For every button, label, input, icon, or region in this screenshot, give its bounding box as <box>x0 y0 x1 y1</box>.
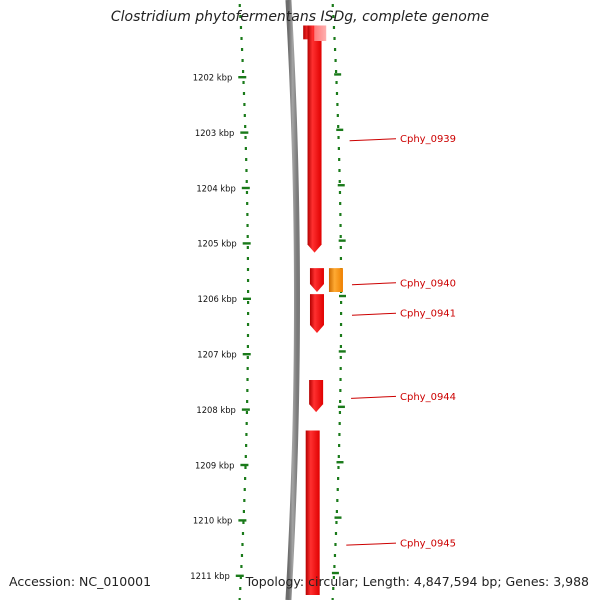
gene-feature[interactable] <box>328 268 343 292</box>
label-layer: Cphy_0939 Cphy_0940 Cphy_0941 Cphy_0944 Cphy… <box>346 134 456 550</box>
accession-text: Accession: NC_010001 <box>9 574 152 589</box>
ruler-tick-right <box>336 461 344 464</box>
ruler-tick-left <box>243 297 251 300</box>
ruler-tick-right <box>336 128 344 132</box>
ruler-tick-label: 1210 kbp <box>193 516 232 526</box>
gene-cphy_0941[interactable] <box>309 294 324 333</box>
gene-feature[interactable] <box>305 430 320 595</box>
label-leader-line <box>351 312 397 316</box>
gene-layer <box>303 25 343 595</box>
backbone-layer <box>285 0 301 600</box>
ruler-tick-label: 1207 kbp <box>197 350 236 360</box>
ruler-tick-left <box>242 242 251 245</box>
ruler-tick-right <box>334 73 342 76</box>
ruler-tick-right <box>338 239 346 242</box>
ruler-dots-right <box>331 4 343 600</box>
gene-cphy_0940[interactable] <box>309 268 324 292</box>
ruler-dots-left <box>238 4 250 600</box>
ruler-tick-label: 1208 kbp <box>196 405 235 415</box>
ruler-tick-right <box>337 184 345 187</box>
gene-label[interactable]: Cphy_0944 <box>400 392 456 403</box>
ruler-tick-right <box>339 294 346 298</box>
gene-label[interactable]: Cphy_0939 <box>400 134 456 145</box>
label-leader-line <box>351 395 397 399</box>
gene-label[interactable]: Cphy_0940 <box>400 278 456 289</box>
label-leader-line <box>346 542 397 546</box>
ruler-tick-left <box>240 131 249 134</box>
gene-label[interactable]: Cphy_0941 <box>400 309 456 320</box>
ruler-tick-left <box>242 353 251 356</box>
ruler-tick-right <box>337 405 345 409</box>
map-title: Clostridium phytofermentans ISDg, comple… <box>110 9 490 25</box>
ruler-tick-label: 1203 kbp <box>195 128 234 138</box>
ruler-tick-label: 1209 kbp <box>195 460 234 470</box>
gene-label[interactable]: Cphy_0945 <box>400 539 456 550</box>
ruler-tick-label: 1211 kbp <box>190 571 229 581</box>
backbone-arc <box>285 0 301 600</box>
ruler-tick-label: 1204 kbp <box>196 183 235 193</box>
ruler-tick-left <box>241 186 250 190</box>
ruler-tick-left <box>240 463 249 467</box>
ruler-tick-left <box>241 408 250 411</box>
gene-feature[interactable] <box>314 25 327 41</box>
ruler-tick-left <box>238 519 247 522</box>
ruler-tick-left <box>238 76 247 79</box>
ruler-tick-right <box>331 571 339 575</box>
gene-cphy_0944[interactable] <box>309 380 324 413</box>
ruler-tick-right <box>334 516 342 519</box>
gene-feature[interactable] <box>307 25 322 253</box>
ruler-tick-label: 1206 kbp <box>198 294 237 304</box>
ruler-tick-left <box>235 574 244 577</box>
ruler-tick-label: 1205 kbp <box>197 239 236 249</box>
label-leader-line <box>349 138 397 142</box>
ruler-layer: 1202 kbp 1203 kbp 1204 kbp 1205 kbp 1206 kbp… <box>190 4 346 600</box>
topology-text: Topology: circular; Length: 4,847,594 bp… <box>245 574 589 589</box>
ruler-tick-right <box>338 350 346 353</box>
ruler-tick-label: 1202 kbp <box>193 73 232 83</box>
label-leader-line <box>351 282 397 286</box>
